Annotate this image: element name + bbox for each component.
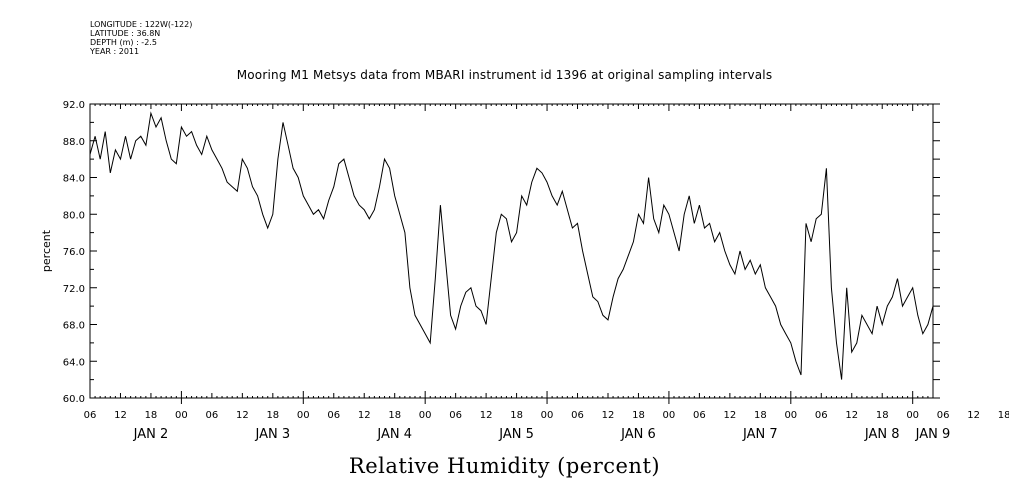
metadata-block: LONGITUDE : 122W(-122) LATITUDE : 36.8N … (90, 20, 192, 56)
chart-title: Mooring M1 Metsys data from MBARI instru… (236, 68, 773, 82)
x-hour-label: 18 (510, 410, 523, 421)
x-hour-label: 18 (632, 410, 645, 421)
x-hour-label: 00 (175, 410, 188, 421)
x-hour-label: 06 (693, 410, 706, 421)
y-tick-label: 88.0 (63, 137, 85, 148)
x-hour-label: 18 (998, 410, 1009, 421)
x-hour-label: 18 (388, 410, 401, 421)
depth-label: DEPTH (m) : -2.5 (90, 38, 157, 47)
y-tick-label: 72.0 (63, 284, 85, 295)
y-tick-label: 68.0 (63, 321, 85, 332)
series-line (89, 111, 934, 380)
y-axis-label: percent (40, 229, 53, 272)
x-hour-label: 18 (145, 410, 158, 421)
x-day-label: JAN 5 (498, 427, 534, 442)
x-hour-label: 18 (876, 410, 889, 421)
x-day-label: JAN 4 (376, 427, 412, 442)
x-hour-label: 00 (419, 410, 432, 421)
x-hour-label: 06 (206, 410, 219, 421)
x-hour-label: 12 (845, 410, 858, 421)
x-hour-label: 00 (906, 410, 919, 421)
longitude-label: LONGITUDE : 122W(-122) (90, 20, 193, 29)
x-hour-label: 00 (541, 410, 554, 421)
x-hour-label: 06 (327, 410, 340, 421)
y-axis: 60.0 64.0 68.0 72.0 76.0 80.0 84.0 88.0 92.0 (63, 100, 940, 405)
x-hour-label: 12 (358, 410, 371, 421)
y-tick-label: 80.0 (63, 210, 85, 221)
y-tick-label: 64.0 (63, 357, 85, 368)
x-hour-label: 06 (449, 410, 462, 421)
x-hour-label: 12 (114, 410, 127, 421)
x-hour-label: 06 (815, 410, 828, 421)
x-hour-label: 12 (967, 410, 980, 421)
x-day-label: JAN 6 (620, 427, 656, 442)
x-hour-label: 12 (480, 410, 493, 421)
footer-title: Relative Humidity (percent) (348, 454, 661, 478)
x-hour-label: 12 (236, 410, 249, 421)
y-tick-label: 76.0 (63, 247, 85, 258)
plot-frame (89, 103, 934, 399)
x-hour-label: 12 (602, 410, 615, 421)
x-hour-label: 06 (571, 410, 584, 421)
x-hour-label: 12 (724, 410, 737, 421)
x-day-label: JAN 9 (915, 427, 951, 442)
x-hour-label: 00 (297, 410, 310, 421)
x-hour-label: 18 (754, 410, 767, 421)
x-hour-label: 06 (84, 410, 97, 421)
y-tick-label: 92.0 (63, 100, 85, 111)
x-day-label: JAN 2 (133, 427, 169, 442)
year-label: YEAR : 2011 (90, 47, 140, 56)
latitude-label: LATITUDE : 36.8N (90, 29, 161, 38)
x-day-label: JAN 3 (254, 427, 290, 442)
x-hour-label: 18 (266, 410, 279, 421)
x-hour-label: 00 (784, 410, 797, 421)
x-day-label: JAN 7 (742, 427, 778, 442)
y-tick-label: 60.0 (63, 394, 85, 405)
x-axis: 06 12 18 00 06 12 18 00 06 12 18 00 06 12 18 00 06 12 18 00… (84, 104, 1009, 442)
x-hour-label: 06 (937, 410, 950, 421)
x-hour-label: 00 (663, 410, 676, 421)
x-day-label: JAN 8 (864, 427, 900, 442)
y-tick-label: 84.0 (63, 174, 85, 185)
